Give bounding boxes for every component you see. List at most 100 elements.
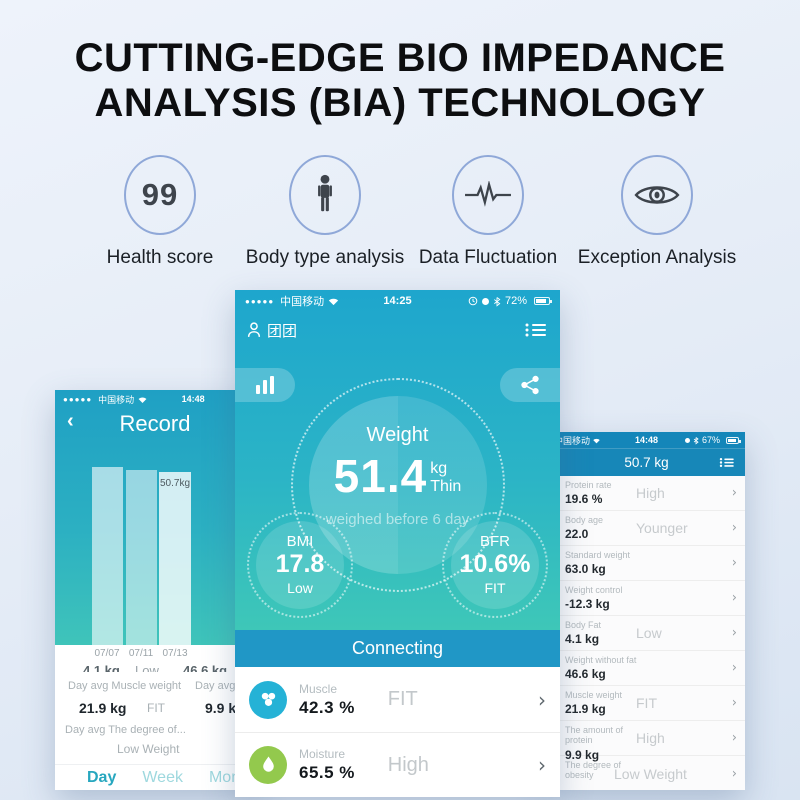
list-item[interactable]: Weight control -12.3 kg › — [548, 581, 745, 616]
title-line-2: ANALYSIS (BIA) TECHNOLOGY — [94, 80, 706, 125]
user-name[interactable]: 团团 — [267, 322, 298, 340]
signal-dots-icon: ●●●●● — [245, 296, 275, 306]
wifi-icon — [329, 298, 339, 306]
carrier-label: 中国移动 — [554, 435, 591, 446]
weight-value: 51.4 — [333, 450, 428, 502]
chevron-right-icon: › — [731, 625, 737, 641]
dnd-icon — [684, 437, 690, 443]
feature-body-type: Body type analysis — [235, 155, 415, 269]
chevron-right-icon: › — [731, 555, 737, 571]
date-axis: 07/07 07/11 07/13 — [55, 645, 255, 663]
day-average-card: Day avg Muscle weight 21.9 kg FIT Day av… — [55, 672, 257, 764]
list-item[interactable]: Body age 22.0 Younger › — [548, 511, 745, 546]
detail-screen: 中国移动 14:48 67% 50.7 kg Protein rate 19. — [548, 432, 745, 790]
chevron-right-icon: › — [731, 590, 737, 606]
carrier-label: 中国移动 — [280, 296, 325, 308]
weight-bar-0707[interactable] — [92, 467, 123, 645]
wifi-icon — [593, 438, 600, 443]
menu-list-icon[interactable] — [719, 456, 735, 469]
back-button[interactable]: ‹ — [67, 410, 74, 432]
list-item[interactable]: Body Fat 4.1 kg Low › — [548, 616, 745, 651]
chevron-right-icon: › — [731, 520, 737, 536]
weight-bar-0713[interactable]: 50.7kg — [159, 472, 191, 645]
tab-day[interactable]: Day — [87, 768, 117, 786]
status-bar: ●●●●● 中国移动 14:25 72% — [235, 290, 560, 312]
page-title: CUTTING-EDGE BIO IMPEDANCE ANALYSIS (BIA… — [0, 36, 800, 126]
chevron-right-icon: › — [538, 687, 546, 712]
selected-weight-label: 50.7kg — [159, 478, 191, 489]
title-line-1: CUTTING-EDGE BIO IMPEDANCE — [74, 36, 726, 80]
status-bar: ●●●●● 中国移动 14:48 — [55, 390, 255, 408]
screen-title: Record — [119, 411, 191, 436]
weight-dial[interactable]: Weight 51.4 kg Thin weighed before 6 day — [290, 378, 505, 592]
metric-row-moisture[interactable]: Moisture 65.5 % High › — [235, 732, 560, 797]
stat-status: Low Weight — [117, 742, 180, 756]
droplet-icon — [249, 746, 287, 784]
chevron-right-icon: › — [731, 660, 737, 676]
tab-week[interactable]: Week — [142, 768, 183, 786]
weigh-note: weighed before 6 day — [325, 511, 470, 528]
period-tabs: Day Week Month — [55, 764, 255, 790]
chevron-right-icon: › — [731, 766, 737, 781]
weight-bar-0711[interactable] — [126, 470, 157, 645]
home-screen: ●●●●● 中国移动 14:25 72% 团团 — [235, 290, 560, 797]
battery-percent: 67% — [701, 435, 720, 445]
eye-icon — [621, 155, 693, 235]
metrics-list: Protein rate 19.6 % High › Body age 22.0… — [548, 476, 745, 791]
header-weight: 50.7 kg — [624, 455, 669, 470]
stat-label: Day avg The degree of... — [65, 724, 186, 736]
date-tick[interactable]: 07/07 — [94, 648, 120, 659]
signal-dots-icon: ●●●●● — [63, 394, 93, 404]
list-item[interactable]: Muscle weight 21.9 kg FIT › — [548, 686, 745, 721]
waveform-icon — [452, 155, 524, 235]
list-item[interactable]: Protein rate 19.6 % High › — [548, 476, 745, 511]
share-button[interactable] — [500, 368, 560, 402]
feature-label: Data Fluctuation — [418, 247, 558, 268]
bluetooth-icon — [494, 296, 501, 307]
bluetooth-icon — [693, 436, 699, 444]
body-figure-icon — [289, 155, 361, 235]
connecting-banner[interactable]: Connecting — [235, 630, 560, 667]
chevron-right-icon: › — [731, 485, 737, 501]
dnd-icon — [481, 297, 489, 305]
stat-value: 21.9 kg — [79, 700, 127, 716]
chevron-right-icon: › — [731, 730, 737, 746]
clock-time: 14:25 — [383, 295, 412, 307]
alarm-icon — [468, 296, 478, 306]
stat-status: FIT — [147, 701, 165, 715]
battery-icon — [534, 297, 552, 305]
list-item[interactable]: The degree of obesity Low Weight › — [565, 760, 737, 782]
stat-value: 9.9 kg — [205, 700, 245, 716]
score-99-badge: 99 — [124, 155, 196, 235]
date-tick-selected[interactable]: 07/13 — [162, 648, 188, 659]
clipped-stats-row: 4.1 kg Low 46.6 kg — [55, 663, 255, 672]
carrier-label: 中国移动 — [98, 394, 135, 405]
weight-label: Weight — [366, 424, 429, 446]
stat-label: Day avg Muscle weight — [68, 680, 182, 692]
profile-icon[interactable] — [247, 322, 261, 338]
bar-chart-icon — [256, 376, 274, 394]
feature-label: Health score — [106, 247, 214, 268]
list-item[interactable]: The amount of protein 9.9 kg High › — [548, 721, 745, 762]
bmi-dial[interactable]: BMI 17.8 Low — [247, 512, 353, 618]
weight-unit: kg — [430, 460, 448, 478]
history-chart-button[interactable] — [235, 368, 295, 402]
feature-label: Body type analysis — [245, 247, 405, 268]
battery-percent: 72% — [504, 295, 527, 307]
feature-health-score: 99 Health score — [70, 155, 250, 269]
feature-data-fluctuation: Data Fluctuation — [398, 155, 578, 269]
menu-list-icon[interactable] — [524, 321, 548, 339]
wifi-icon — [138, 397, 147, 403]
bfr-dial[interactable]: BFR 10.6% FIT — [442, 512, 548, 618]
weight-status: Thin — [430, 478, 462, 495]
feature-exception-analysis: Exception Analysis — [567, 155, 747, 269]
metric-row-muscle[interactable]: Muscle 42.3 % FIT › — [235, 667, 560, 732]
date-tick[interactable]: 07/11 — [128, 648, 154, 659]
clock-time: 14:48 — [634, 435, 659, 445]
list-item[interactable]: Standard weight 63.0 kg › — [548, 546, 745, 581]
list-item[interactable]: Weight without fat 46.6 kg › — [548, 651, 745, 686]
battery-icon — [726, 436, 741, 444]
status-bar: 中国移动 14:48 67% — [548, 432, 745, 448]
record-screen: ●●●●● 中国移动 14:48 ‹ Record 50.7kg 07/07 0… — [55, 390, 257, 790]
